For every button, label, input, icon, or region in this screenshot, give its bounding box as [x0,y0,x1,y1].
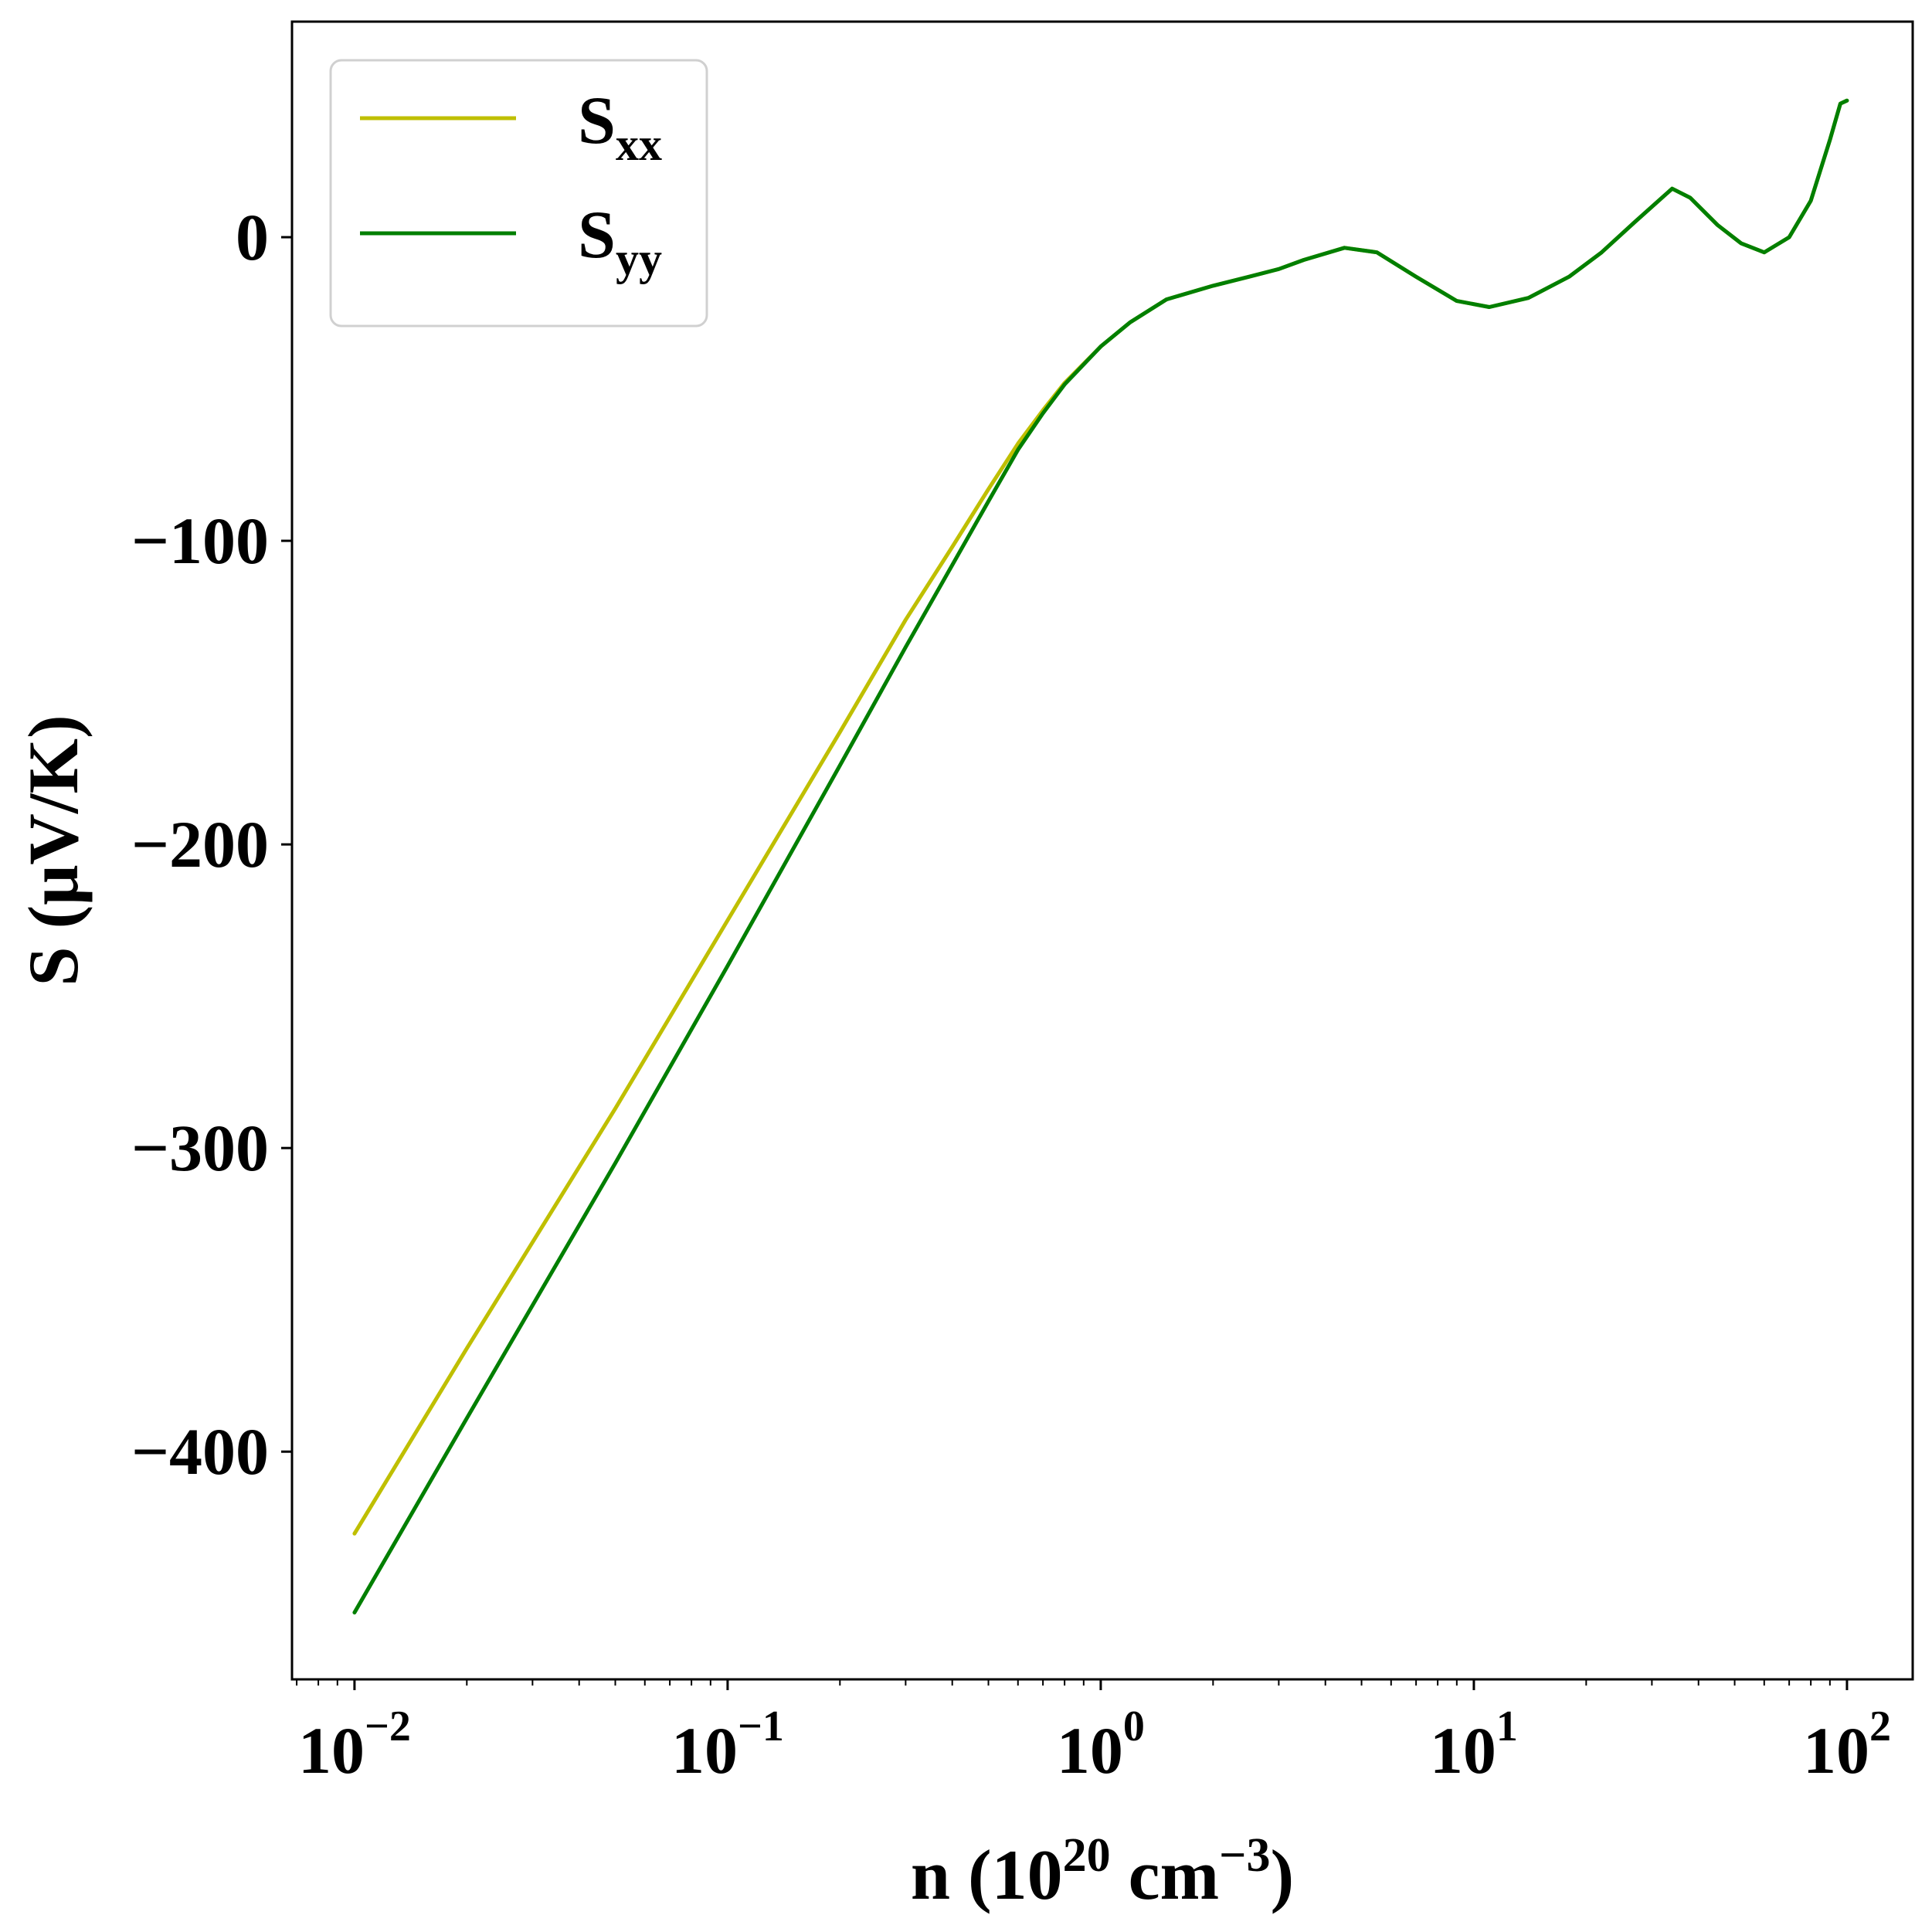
y-tick-label: −100 [131,504,269,578]
plot-frame [290,20,1914,1681]
x-tick-label: 10−2 [298,1703,411,1788]
x-tick-label: 101 [1430,1703,1518,1788]
y-axis-ticks: 0 −100 −200 −300 −400 [131,200,292,1489]
legend-label-sxx: Sxx [578,83,662,170]
series-line-syy [352,98,1849,1614]
x-tick-label: 10−1 [671,1703,784,1788]
x-tick-label: 100 [1057,1703,1145,1788]
x-axis-label: n (1020 cm−3) [911,1829,1294,1914]
series-layer [352,98,1849,1614]
y-tick-label: −200 [131,807,269,881]
legend-label-syy: Syy [578,198,662,284]
legend: Sxx Syy [329,59,708,328]
legend-box [329,59,708,328]
y-tick-label: −400 [131,1414,269,1489]
x-axis-ticks: 10−2 10−1 100 101 102 [296,1679,1891,1788]
y-tick-label: 0 [236,200,269,274]
y-tick-label: −300 [131,1111,269,1185]
x-tick-label: 102 [1803,1703,1891,1788]
y-axis-label: S (μV/K) [14,715,93,986]
